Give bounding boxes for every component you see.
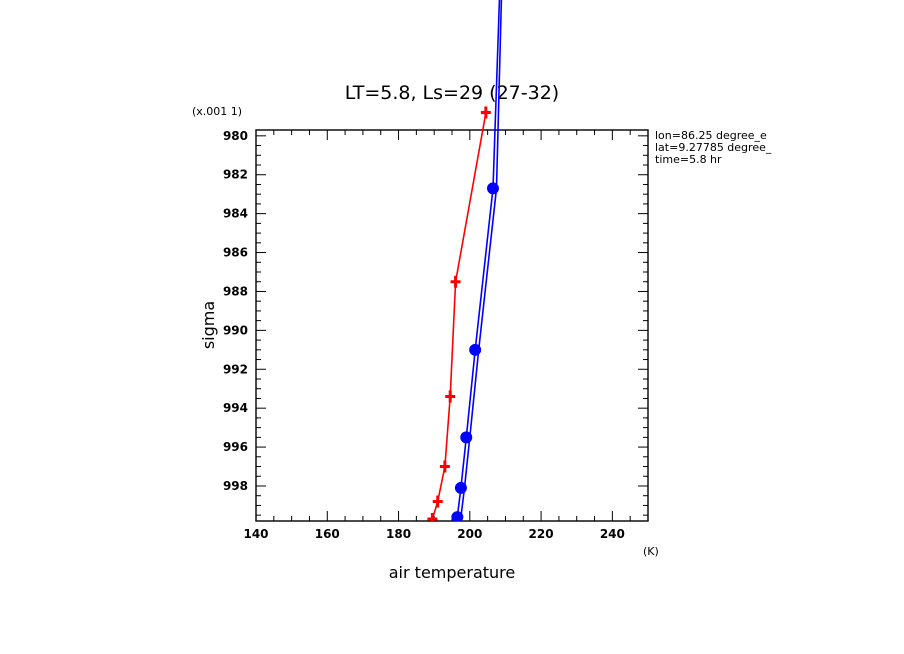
y-tick-label: 980 <box>223 129 248 143</box>
x-tick-label: 200 <box>457 527 482 541</box>
y-tick-label: 990 <box>223 323 248 337</box>
y-tick-label: 992 <box>223 362 248 376</box>
annotation-line: time=5.8 hr <box>655 153 722 166</box>
y-tick-label: 994 <box>223 401 248 415</box>
y-tick-label: 988 <box>223 284 248 298</box>
x-tick-label: 220 <box>529 527 554 541</box>
y-tick-label: 986 <box>223 246 248 260</box>
y-tick-label: 996 <box>223 440 248 454</box>
x-units-label: (K) <box>643 545 659 558</box>
x-tick-label: 240 <box>600 527 625 541</box>
y-tick-label: 982 <box>223 168 248 182</box>
annotation-line: lon=86.25 degree_e <box>655 129 767 142</box>
y-scale-label: (x.001 1) <box>192 105 242 118</box>
series-line-1 <box>431 112 487 520</box>
series-line-3 <box>460 0 503 518</box>
x-tick-label: 160 <box>315 527 340 541</box>
chart-title: LT=5.8, Ls=29 (27-32) <box>345 82 559 104</box>
x-axis-label: air temperature <box>389 563 515 582</box>
x-tick-label: 140 <box>243 527 268 541</box>
y-axis-label: sigma <box>199 301 218 349</box>
series-marker-cross <box>450 275 461 288</box>
x-axis: 140 160 180 200 220 240 <box>243 130 631 541</box>
y-tick-label: 998 <box>223 479 248 493</box>
y-tick-label: 984 <box>223 207 248 221</box>
plot-frame <box>255 129 649 522</box>
series-marker-cross <box>427 513 438 521</box>
x-tick-label: 180 <box>386 527 411 541</box>
y-axis: 980 982 984 986 988 990 992 994 996 998 <box>223 129 648 516</box>
series-marker-cross <box>480 106 491 119</box>
annotation-line: lat=9.27785 degree_ <box>655 141 772 154</box>
series-marker-cross <box>432 495 443 508</box>
plot-series <box>427 0 503 521</box>
series-marker-cross <box>445 390 456 403</box>
series-marker-cross <box>439 460 450 473</box>
series-marker-circle <box>451 511 464 521</box>
